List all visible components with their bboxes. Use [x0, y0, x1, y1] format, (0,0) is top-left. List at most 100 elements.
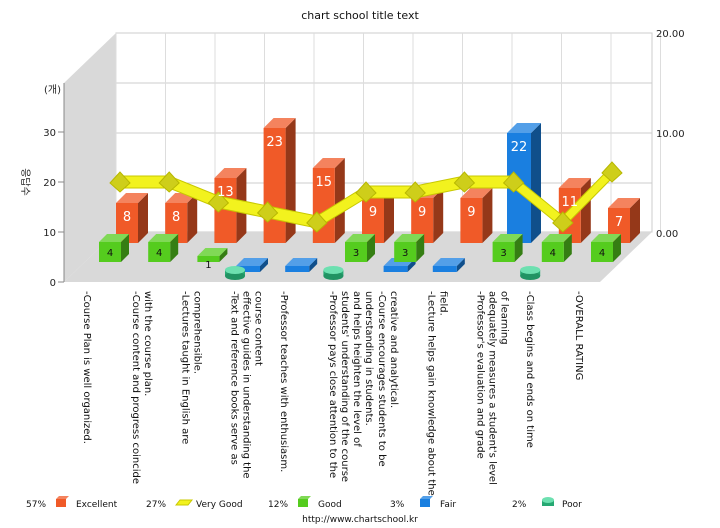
legend-item: 57% Excellent: [26, 496, 118, 510]
data-label-excellent: 11: [562, 195, 579, 210]
category-label-line: -Course Plan is well organized.: [81, 291, 92, 444]
bar-good-front: [492, 242, 515, 262]
category-label-line: understanding in students.: [363, 291, 374, 426]
category-label-line: -Professor teaches with enthusiasm.: [278, 291, 289, 472]
y-tick-label: 20: [43, 178, 56, 189]
legend-swatch: [56, 499, 66, 507]
bar-good-front: [541, 242, 564, 262]
legend-swatch-top: [56, 496, 69, 499]
bar-good: [394, 234, 425, 262]
legend-percent: 3%: [390, 500, 405, 510]
category-label: -Lectures taught in English are comprehen…: [179, 291, 202, 444]
category-label-line: -Professor's evaluation and grade: [475, 291, 486, 459]
left-wall: [64, 33, 116, 282]
bar-good-top: [394, 234, 425, 242]
footer-url: http://www.chartschool.kr: [302, 515, 418, 525]
y-tick-label: 10: [43, 228, 56, 239]
bar-fair-top: [432, 258, 465, 266]
legend: 57% Excellent 27% Very Good 12% Good 3% Fair 2% P…: [26, 496, 582, 510]
category-label: -Course content and progress coincide wit…: [130, 291, 153, 484]
category-label: -Lecture helps gain knowledge about the f…: [425, 291, 448, 496]
bar-excellent-side: [384, 188, 394, 243]
bar-excellent-side: [334, 158, 345, 243]
data-label-good: 1: [205, 260, 211, 271]
legend-swatch-top: [542, 497, 554, 503]
category-label: -Class begins and ends on time: [524, 291, 535, 448]
bar-excellent: [116, 193, 148, 243]
legend-label: Very Good: [196, 500, 243, 510]
legend-label: Excellent: [76, 500, 118, 510]
bar-poor-top: [520, 266, 541, 274]
axes: 0 10 20 30 0.00 10.00 20.00: [43, 29, 684, 289]
legend-percent: 12%: [268, 500, 288, 510]
legend-item: 3% Fair: [390, 496, 456, 510]
bar-fair-side: [309, 258, 318, 272]
chart-title: chart school title text: [301, 9, 419, 22]
bar-excellent-front: [411, 198, 434, 243]
bar-fair: [432, 258, 465, 272]
bar-good-front: [99, 242, 121, 262]
legend-item: 2% Poor: [512, 497, 582, 510]
bar-excellent-side: [580, 178, 591, 243]
category-label: -OVERALL RATING: [573, 291, 584, 380]
bar-good: [492, 234, 523, 262]
category-label-line: and helps heighten the level of: [351, 291, 362, 447]
category-label-line: adequately measures a student's level: [487, 291, 498, 485]
category-label: -Professor's evaluation and grade adequat…: [475, 291, 510, 485]
category-label-line: -Class begins and ends on time: [524, 291, 535, 448]
bar-good-front: [591, 242, 613, 262]
very-good-point: [552, 211, 574, 233]
bar-fair-top: [236, 258, 268, 266]
bar-excellent-top: [558, 178, 591, 188]
bar-good-front: [345, 242, 367, 262]
y2-tick-label: 10.00: [656, 129, 685, 140]
bar-excellent-front: [116, 203, 138, 243]
category-label: -Course Plan is well organized.: [81, 291, 92, 444]
very-good-point: [306, 211, 328, 233]
y2-tick-label: 0.00: [656, 229, 678, 240]
bar-poor-bottom: [225, 272, 245, 280]
bar-excellent-top: [312, 158, 345, 168]
bar-excellent: [460, 188, 493, 243]
category-label: -Professor pays close attention to the st…: [327, 291, 374, 482]
bar-fair-front: [383, 266, 408, 272]
data-label-fair: 22: [511, 140, 528, 155]
bar-fair-top: [285, 258, 318, 266]
bar-good: [148, 234, 179, 262]
legend-swatch: [298, 499, 308, 507]
bar-good-side: [121, 234, 129, 262]
legend-label: Fair: [440, 500, 456, 510]
category-label-line: -Course encourages students to be: [376, 291, 387, 467]
legend-swatch-top: [420, 496, 433, 499]
category-label-line: students' understanding of the course: [339, 291, 350, 482]
bar-excellent-front: [165, 203, 188, 243]
bar-good: [99, 234, 129, 262]
category-labels: -Course Plan is well organized. -Course c…: [81, 291, 584, 496]
very-good-point: [404, 181, 426, 203]
bar-poor-top: [323, 266, 344, 274]
bar-good-side: [563, 234, 572, 262]
very-good-point: [601, 161, 623, 183]
category-label-line: comprehensible.: [191, 291, 202, 374]
data-label-excellent: 9: [418, 205, 426, 220]
very-good-point: [453, 171, 476, 193]
very-good-point: [355, 181, 377, 203]
bar-excellent-side: [187, 193, 198, 243]
category-label-line: creative and analytical.: [388, 291, 399, 408]
bar-poor-top: [225, 266, 245, 274]
bar-good-top: [492, 234, 523, 242]
data-label-good: 3: [402, 248, 408, 259]
bar-excellent-side: [285, 118, 296, 243]
bar-good-side: [367, 234, 375, 262]
bar-excellent-top: [214, 168, 247, 178]
category-label-line: course content: [253, 291, 264, 366]
data-label-good: 4: [156, 248, 162, 259]
data-label-good: 4: [107, 248, 113, 259]
data-label-excellent: 9: [369, 205, 377, 220]
bar-good-top: [541, 234, 572, 242]
bar-good-side: [416, 234, 425, 262]
bar-good-front: [394, 242, 417, 262]
bar-poor-bottom: [520, 272, 541, 280]
